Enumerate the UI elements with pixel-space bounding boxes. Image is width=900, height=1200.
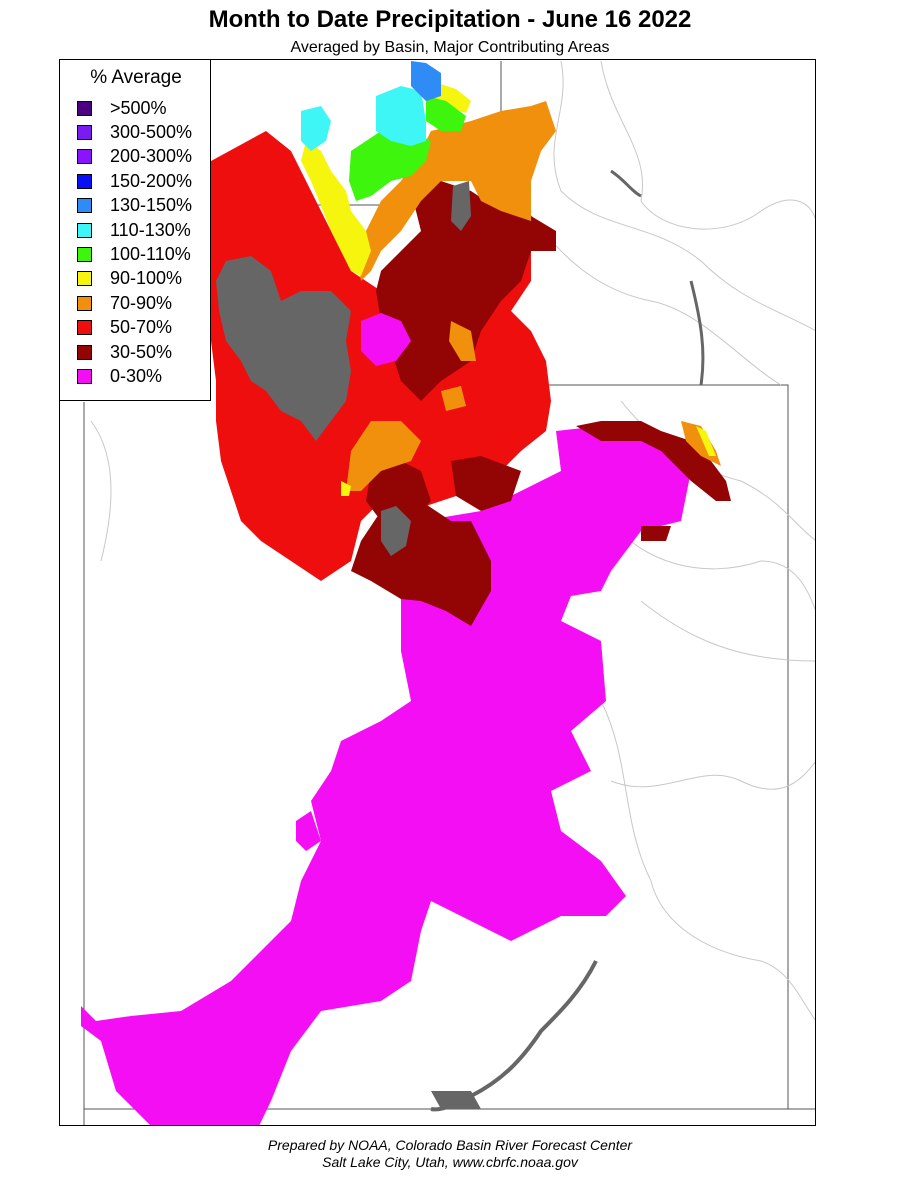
legend-item: 100-110% — [77, 243, 191, 265]
legend-label: 90-100% — [110, 268, 183, 289]
legend-label: 0-30% — [110, 365, 163, 386]
footer-line-1: Prepared by NOAA, Colorado Basin River F… — [267, 1137, 633, 1153]
basin-map — [81, 60, 815, 1125]
legend-item: 130-150% — [77, 195, 192, 217]
legend-swatch — [77, 222, 92, 238]
legend-swatch — [77, 295, 92, 311]
basin-30-50 — [451, 456, 521, 511]
legend-item: 90-100% — [77, 268, 182, 290]
legend-title: % Average — [90, 67, 182, 88]
legend-swatch — [77, 100, 92, 116]
legend-label: 100-110% — [110, 243, 191, 264]
map-subtitle: Averaged by Basin, Major Contributing Ar… — [290, 39, 610, 56]
legend-label: 200-300% — [110, 146, 193, 167]
basin-130-150 — [411, 61, 441, 101]
basin-70-90 — [441, 386, 466, 411]
legend-swatch — [77, 246, 92, 262]
basin-70-90 — [356, 101, 556, 281]
footer-line-2: Salt Lake City, Utah, www.cbrfc.noaa.gov — [322, 1154, 578, 1170]
no-data-area — [451, 181, 471, 231]
legend-swatch — [77, 198, 92, 214]
legend-item: 0-30% — [77, 365, 162, 387]
river-channel — [689, 280, 705, 386]
basin-100-110 — [349, 131, 431, 201]
legend-item: 300-500% — [77, 121, 192, 143]
legend-item: 150-200% — [77, 170, 192, 192]
basin-30-50 — [376, 181, 556, 401]
legend-label: 50-70% — [110, 317, 173, 338]
no-data-area — [216, 256, 351, 441]
legend-swatch — [77, 271, 92, 287]
legend-label: 30-50% — [110, 341, 173, 362]
basin-30-50 — [641, 526, 671, 541]
basin-100-110 — [426, 96, 466, 131]
legend-swatch — [77, 149, 92, 165]
legend-item: 200-300% — [77, 146, 192, 168]
legend-swatch — [77, 173, 92, 189]
basin-110-130 — [301, 106, 331, 151]
legend-swatch — [77, 320, 92, 336]
legend-item: 70-90% — [77, 292, 172, 314]
basin-110-130 — [376, 86, 426, 146]
basin-0-30 — [296, 811, 321, 851]
river-lines — [90, 60, 815, 1021]
legend-label: 150-200% — [110, 170, 193, 191]
map-title: Month to Date Precipitation - June 16 20… — [208, 6, 692, 33]
map-area — [59, 59, 816, 1126]
legend-swatch — [77, 124, 92, 140]
legend-item: 110-130% — [77, 219, 191, 241]
legend-label: 110-130% — [110, 219, 191, 240]
legend-label: 130-150% — [110, 195, 193, 216]
basin-70-90 — [449, 321, 476, 361]
legend-swatch — [77, 368, 92, 384]
river-channel — [610, 169, 642, 198]
basin-0-30 — [81, 426, 691, 1125]
legend-label: 70-90% — [110, 292, 173, 313]
legend-label: 300-500% — [110, 121, 193, 142]
basin-30-50 — [576, 421, 731, 501]
basin-90-100 — [301, 141, 371, 276]
basin-30-50 — [366, 461, 431, 521]
basin-0-30 — [361, 313, 411, 366]
basin-90-100 — [696, 426, 716, 456]
river-channel — [430, 960, 598, 1112]
legend-item: 30-50% — [77, 341, 172, 363]
no-data-area — [381, 506, 411, 556]
legend-item: 50-70% — [77, 317, 172, 339]
basin-70-90 — [346, 421, 421, 491]
basin-90-100 — [341, 481, 351, 496]
legend-item: >500% — [77, 97, 167, 119]
legend: % Average >500% 300-500% 200-300% 150-200% 1… — [59, 59, 211, 401]
legend-label: >500% — [110, 97, 167, 118]
legend-swatch — [77, 344, 92, 360]
no-data-area — [431, 1091, 481, 1109]
